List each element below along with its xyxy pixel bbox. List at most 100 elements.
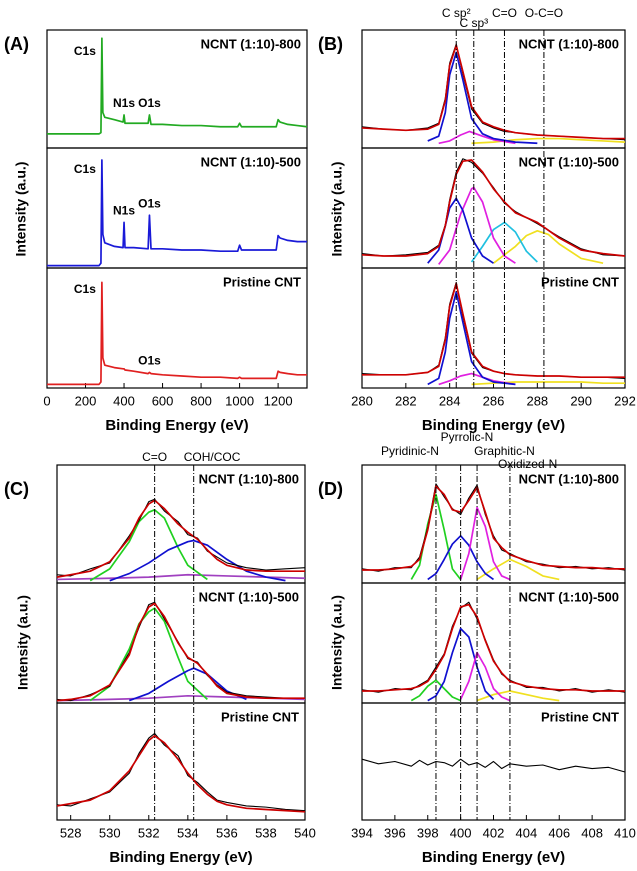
x-axis-title: Binding Energy (eV): [422, 417, 565, 434]
spectrum-line: [362, 485, 625, 571]
spectrum-line: [361, 158, 626, 257]
reference-label: Oxidized-N: [498, 457, 557, 471]
spectrum-line: [47, 159, 307, 267]
x-tick-label: 396: [384, 825, 406, 840]
x-tick-label: 282: [395, 393, 417, 408]
x-tick-label: 292: [614, 393, 636, 408]
x-tick-label: 402: [483, 825, 505, 840]
spectrum-line: [89, 508, 208, 582]
spectrum-line: [361, 44, 625, 140]
x-tick-label: 538: [255, 825, 277, 840]
spectrum-line: [362, 603, 625, 692]
spectrum-line: [361, 159, 626, 257]
reference-label: C sp³: [459, 16, 488, 30]
reference-label: C=O: [492, 6, 517, 20]
reference-label: O-C=O: [525, 6, 563, 20]
peak-annotation: C1s: [74, 162, 96, 176]
x-tick-label: 528: [60, 825, 82, 840]
subpanel-label: NCNT (1:10)-500: [519, 589, 619, 604]
panel-label: (B): [318, 34, 343, 54]
spectrum-line: [410, 679, 461, 702]
x-tick-label: 200: [75, 393, 97, 408]
subpanel-label: NCNT (1:10)-800: [199, 471, 299, 486]
panel-label: (A): [4, 34, 29, 54]
y-axis-title: Intensity (a.u.): [15, 595, 31, 690]
spectrum-line: [410, 493, 462, 580]
spectrum-line: [492, 229, 604, 265]
x-tick-label: 530: [99, 825, 121, 840]
peak-annotation: O1s: [138, 96, 161, 110]
subpanel-label: NCNT (1:10)-500: [201, 154, 301, 169]
peak-annotation: O1s: [138, 196, 161, 210]
x-tick-label: 394: [351, 825, 373, 840]
x-tick-label: 398: [417, 825, 439, 840]
subpanel-label: NCNT (1:10)-800: [519, 471, 619, 486]
subpanel-label: Pristine CNT: [221, 709, 299, 724]
subpanel-label: NCNT (1:10)-800: [519, 36, 619, 51]
spectrum-line: [459, 651, 511, 702]
peak-annotation: O1s: [138, 354, 161, 368]
spectrum-line: [56, 498, 306, 577]
y-axis-title: Intensity (a.u.): [329, 595, 345, 690]
spectrum-line: [56, 732, 306, 812]
spectrum-line: [56, 601, 305, 702]
panel-label: (D): [318, 479, 343, 499]
spectrum-line: [361, 601, 626, 693]
x-tick-label: 532: [138, 825, 160, 840]
x-tick-label: 290: [570, 393, 592, 408]
subpanel-label: Pristine CNT: [541, 709, 619, 724]
spectrum-line: [438, 372, 516, 386]
spectrum-line: [362, 282, 625, 379]
x-tick-label: 288: [526, 393, 548, 408]
x-tick-label: 408: [581, 825, 603, 840]
x-axis-title: Binding Energy (eV): [422, 849, 565, 866]
x-axis-title: Binding Energy (eV): [105, 417, 248, 434]
panel-label: (C): [4, 479, 29, 499]
reference-label: COH/COC: [184, 450, 241, 464]
x-tick-label: 1200: [264, 393, 293, 408]
peak-annotation: N1s: [113, 96, 135, 110]
subpanel-frame: [46, 267, 308, 389]
reference-label: Pyridinic-N: [381, 444, 439, 458]
x-tick-label: 0: [43, 393, 50, 408]
x-tick-label: 404: [516, 825, 538, 840]
reference-label: Pyrrolic-N: [441, 430, 494, 444]
x-tick-label: 600: [152, 393, 174, 408]
x-tick-label: 540: [294, 825, 316, 840]
subpanel-label: Pristine CNT: [223, 274, 301, 289]
subpanel-frame: [361, 267, 626, 389]
peak-annotation: C1s: [74, 44, 96, 58]
subpanel-label: NCNT (1:10)-500: [199, 589, 299, 604]
x-tick-label: 1000: [225, 393, 254, 408]
subpanel-label: Pristine CNT: [541, 274, 619, 289]
spectrum-line: [361, 43, 626, 141]
reference-label: C sp²: [442, 6, 471, 20]
x-tick-label: 536: [216, 825, 238, 840]
y-axis-title: Intensity (a.u.): [329, 162, 345, 257]
subpanel-label: NCNT (1:10)-800: [201, 36, 301, 51]
x-axis-title: Binding Energy (eV): [109, 849, 252, 866]
reference-label: C=O: [142, 450, 167, 464]
spectrum-line: [109, 539, 286, 582]
y-axis-title: Intensity (a.u.): [13, 162, 29, 257]
x-tick-label: 400: [450, 825, 472, 840]
peak-annotation: N1s: [113, 204, 135, 218]
spectrum-line: [476, 558, 560, 581]
spectrum-line: [427, 627, 495, 702]
spectrum-line: [89, 607, 208, 702]
x-tick-label: 410: [614, 825, 636, 840]
spectrum-line: [427, 291, 516, 386]
spectrum-line: [56, 734, 306, 813]
subpanel-frame: [361, 702, 626, 821]
x-tick-label: 280: [351, 393, 373, 408]
spectrum-line: [47, 37, 308, 135]
spectrum-line: [128, 667, 247, 702]
x-tick-label: 406: [548, 825, 570, 840]
spectrum-line: [56, 499, 305, 578]
spectrum-line: [427, 51, 538, 145]
spectrum-line: [459, 506, 511, 581]
spectrum-line: [56, 602, 305, 702]
x-tick-label: 400: [113, 393, 135, 408]
spectrum-line: [438, 130, 516, 145]
